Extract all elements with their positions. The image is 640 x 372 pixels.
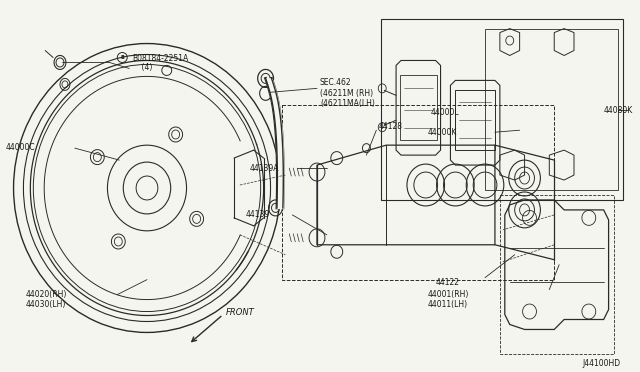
- Text: 44139: 44139: [246, 210, 270, 219]
- Text: FRONT: FRONT: [226, 308, 255, 317]
- Text: (4): (4): [132, 63, 152, 72]
- Text: 44000L: 44000L: [431, 108, 460, 117]
- Text: J44100HD: J44100HD: [582, 359, 620, 368]
- Text: 44139A: 44139A: [250, 164, 279, 173]
- Text: 44128: 44128: [378, 122, 403, 131]
- Text: 44122: 44122: [436, 278, 460, 287]
- Text: 44020(RH)
44030(LH): 44020(RH) 44030(LH): [26, 290, 67, 309]
- Text: B08184-2251A: B08184-2251A: [132, 54, 188, 63]
- Text: 44000K: 44000K: [428, 128, 457, 137]
- Text: 44000C: 44000C: [6, 143, 35, 152]
- Text: SEC.462
(46211M (RH)
(46211MA(LH): SEC.462 (46211M (RH) (46211MA(LH): [320, 78, 375, 108]
- Text: 44080K: 44080K: [604, 106, 633, 115]
- Text: B: B: [120, 55, 124, 60]
- Text: 44001(RH)
44011(LH): 44001(RH) 44011(LH): [428, 290, 469, 309]
